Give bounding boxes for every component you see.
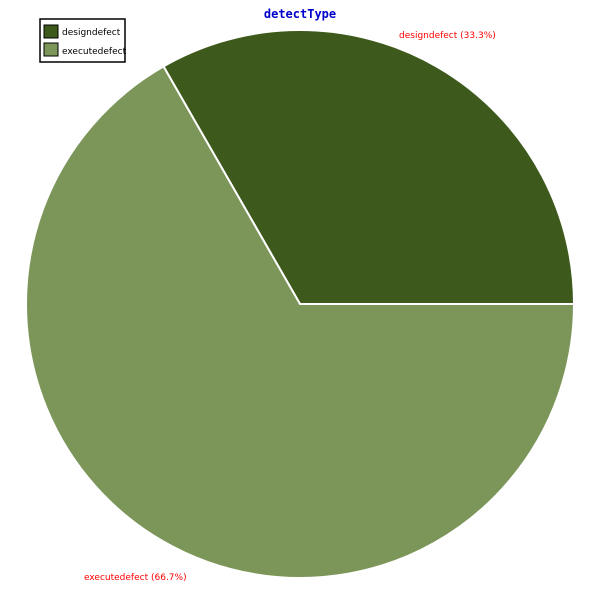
legend-label-designdefect: designdefect [62,28,121,38]
chart-title: detectType [264,7,336,21]
slice-label-executedefect: executedefect (66.7%) [84,573,187,583]
slice-label-designdefect: designdefect (33.3%) [399,31,496,41]
legend-swatch-executedefect [43,42,59,57]
pie-slices [25,29,576,579]
legend-label-executedefect: executedefect [62,47,127,57]
legend: designdefect executedefect [39,18,127,63]
legend-swatch-designdefect [43,24,59,39]
pie-slice-designdefect [162,29,576,305]
pie-slice-executedefect [25,65,576,579]
